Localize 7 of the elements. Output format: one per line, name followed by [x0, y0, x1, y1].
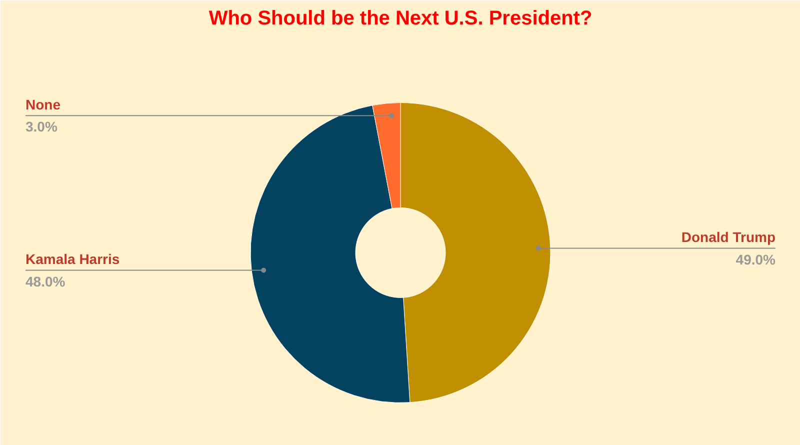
- chart-title: Who Should be the Next U.S. President?: [208, 8, 592, 30]
- data-label: 3.0%: [26, 118, 58, 135]
- slice-label: Kamala Harris: [26, 251, 120, 268]
- data-label: 48.0%: [26, 273, 66, 290]
- data-label: 49.0%: [736, 251, 776, 268]
- slice-label: Donald Trump: [681, 229, 776, 246]
- slice-label: None: [26, 96, 61, 113]
